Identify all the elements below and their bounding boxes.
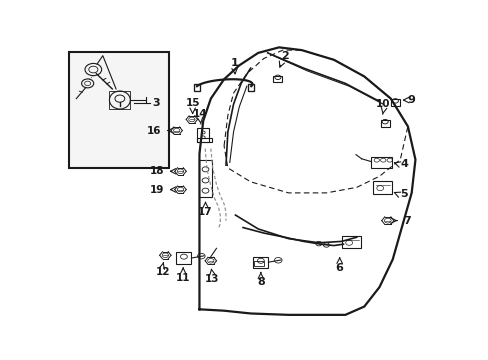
Bar (109, 91, 130, 109)
Bar (390, 99, 399, 106)
Text: 10: 10 (375, 99, 390, 109)
Bar (199, 159, 211, 197)
Text: 17: 17 (198, 207, 212, 217)
Bar (197, 128, 209, 142)
Text: 7: 7 (403, 216, 410, 226)
Bar (68, 51, 169, 168)
Bar (194, 84, 200, 91)
Text: 3: 3 (152, 98, 160, 108)
Text: 11: 11 (176, 273, 190, 283)
Bar (253, 261, 264, 266)
Bar (176, 252, 191, 264)
Bar (373, 181, 391, 194)
Text: 4: 4 (400, 159, 408, 169)
Text: 18: 18 (149, 166, 164, 176)
Bar (273, 76, 282, 82)
Bar (248, 84, 254, 91)
Text: 15: 15 (185, 98, 200, 108)
Text: 9: 9 (407, 95, 414, 105)
Text: 2: 2 (280, 51, 288, 61)
Text: 14: 14 (193, 109, 207, 120)
Text: 16: 16 (147, 126, 161, 135)
Bar (380, 120, 389, 127)
Text: 6: 6 (335, 263, 343, 273)
Text: 5: 5 (400, 189, 407, 199)
Bar (342, 236, 361, 248)
Text: 8: 8 (257, 278, 264, 287)
Text: 13: 13 (204, 274, 219, 284)
Bar (197, 138, 212, 142)
Text: 12: 12 (155, 267, 170, 277)
Bar (253, 257, 268, 268)
Text: 1: 1 (230, 58, 238, 68)
Text: 19: 19 (149, 185, 164, 194)
Bar (370, 157, 391, 168)
